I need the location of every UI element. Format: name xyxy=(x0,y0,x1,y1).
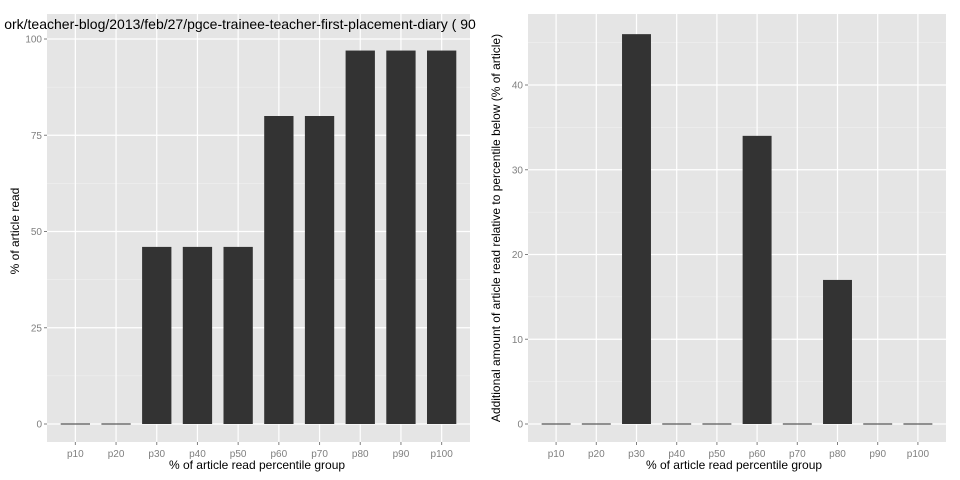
x-tick-label: p50 xyxy=(709,449,726,460)
bar-p30 xyxy=(142,246,172,424)
x-tick-label: p60 xyxy=(749,449,766,460)
bars xyxy=(541,34,933,425)
bar-p40 xyxy=(182,246,213,424)
bar-p20 xyxy=(101,423,131,425)
y-tick-label: 10 xyxy=(512,335,524,346)
y-tick-label: 0 xyxy=(517,420,523,431)
y-tick-label: 100 xyxy=(25,35,42,46)
y-tick-label: 20 xyxy=(512,250,524,261)
x-axis-title: % of article read percentile group xyxy=(646,458,822,472)
bar-p80 xyxy=(345,50,375,425)
x-tick-label: p30 xyxy=(148,449,165,460)
bars xyxy=(60,50,457,425)
bar-p50 xyxy=(223,246,253,424)
bar-p90 xyxy=(386,50,416,425)
x-ticks: p10 p20 p30 p40 p50 p60 p70 p80 p90 p100 xyxy=(548,442,930,460)
x-tick-label: p100 xyxy=(907,449,930,460)
x-tick-label: p20 xyxy=(588,449,605,460)
x-tick-label: p100 xyxy=(431,449,454,460)
x-tick-label: p60 xyxy=(271,449,288,460)
bar-p70 xyxy=(782,423,812,425)
bar-p40 xyxy=(662,423,692,425)
x-tick-label: p80 xyxy=(352,449,369,460)
x-tick-label: p50 xyxy=(230,449,247,460)
x-tick-label: p20 xyxy=(108,449,125,460)
x-tick-label: p10 xyxy=(548,449,565,460)
bar-p20 xyxy=(581,423,611,425)
x-ticks: p10 p20 p30 p40 p50 p60 p70 p80 p90 p100 xyxy=(67,442,453,460)
bar-p100 xyxy=(426,50,457,425)
bar-p60 xyxy=(742,135,772,424)
y-tick-label: 40 xyxy=(512,81,524,92)
y-tick-label: 0 xyxy=(36,420,42,431)
y-axis-title: Additional amount of article read relati… xyxy=(489,34,503,422)
y-axis-title: % of article read xyxy=(8,188,22,275)
y-ticks: 0 25 50 75 100 xyxy=(25,35,47,431)
x-tick-label: p80 xyxy=(829,449,846,460)
y-tick-label: 25 xyxy=(31,323,43,334)
x-tick-label: p40 xyxy=(668,449,685,460)
y-tick-label: 50 xyxy=(31,227,43,238)
bar-p90 xyxy=(863,423,893,425)
y-tick-label: 75 xyxy=(31,131,43,142)
bar-p60 xyxy=(264,116,294,424)
bar-p30 xyxy=(622,34,651,425)
x-tick-label: p40 xyxy=(189,449,206,460)
y-ticks: 0 10 20 30 40 xyxy=(512,81,528,431)
y-tick-label: 30 xyxy=(512,165,524,176)
bar-p10 xyxy=(60,423,91,425)
bar-p70 xyxy=(304,116,335,424)
x-tick-label: p90 xyxy=(393,449,410,460)
x-axis-title: % of article read percentile group xyxy=(169,458,345,472)
x-tick-label: p30 xyxy=(628,449,645,460)
x-tick-label: p10 xyxy=(67,449,84,460)
bar-p80 xyxy=(823,279,852,424)
x-tick-label: p70 xyxy=(311,449,328,460)
bar-p100 xyxy=(903,423,933,425)
bar-p10 xyxy=(541,423,571,425)
x-tick-label: p90 xyxy=(869,449,886,460)
plot-panel xyxy=(528,14,946,442)
chart-title: ork/teacher-blog/2013/feb/27/pgce-traine… xyxy=(4,16,476,32)
x-tick-label: p70 xyxy=(789,449,806,460)
bar-p50 xyxy=(702,423,732,425)
